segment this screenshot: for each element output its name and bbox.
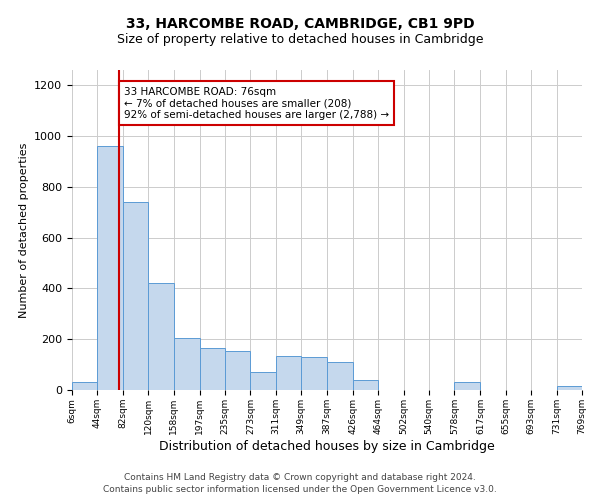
- Bar: [123, 202, 148, 390]
- Text: Size of property relative to detached houses in Cambridge: Size of property relative to detached ho…: [117, 32, 483, 46]
- Text: Contains HM Land Registry data © Crown copyright and database right 2024.: Contains HM Land Registry data © Crown c…: [124, 472, 476, 482]
- Text: Contains public sector information licensed under the Open Government Licence v3: Contains public sector information licen…: [103, 485, 497, 494]
- Bar: [276, 356, 301, 390]
- Text: 33, HARCOMBE ROAD, CAMBRIDGE, CB1 9PD: 33, HARCOMBE ROAD, CAMBRIDGE, CB1 9PD: [125, 18, 475, 32]
- Text: 33 HARCOMBE ROAD: 76sqm
← 7% of detached houses are smaller (208)
92% of semi-de: 33 HARCOMBE ROAD: 76sqm ← 7% of detached…: [124, 86, 389, 120]
- Bar: [225, 350, 250, 390]
- Bar: [326, 362, 353, 390]
- Bar: [301, 357, 326, 390]
- Y-axis label: Number of detached properties: Number of detached properties: [19, 142, 29, 318]
- X-axis label: Distribution of detached houses by size in Cambridge: Distribution of detached houses by size …: [159, 440, 495, 452]
- Bar: [454, 382, 481, 390]
- Bar: [353, 380, 378, 390]
- Bar: [557, 386, 582, 390]
- Bar: [72, 382, 97, 390]
- Bar: [250, 372, 276, 390]
- Bar: [173, 338, 200, 390]
- Bar: [148, 284, 173, 390]
- Bar: [97, 146, 123, 390]
- Bar: [200, 348, 225, 390]
